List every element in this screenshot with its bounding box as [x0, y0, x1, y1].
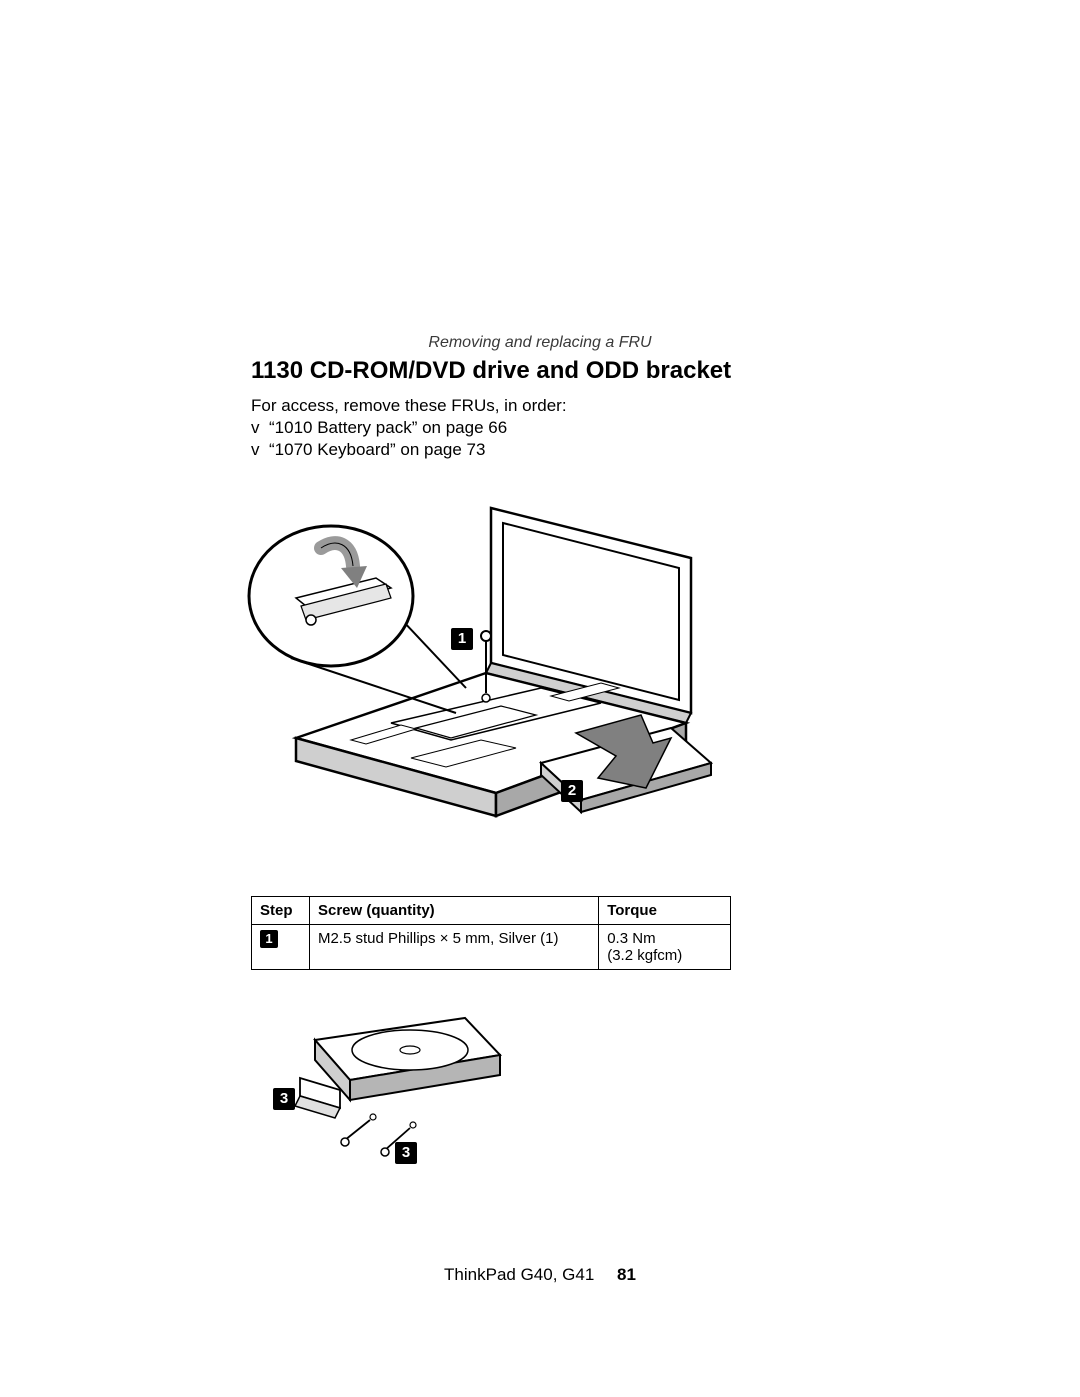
bullet-marker: v: [251, 418, 269, 438]
content-area: 1130 CD-ROM/DVD drive and ODD bracket Fo…: [251, 356, 829, 1170]
th-screw: Screw (quantity): [309, 897, 598, 925]
td-step: 1: [252, 925, 310, 970]
page-footer: ThinkPad G40, G41 81: [0, 1265, 1080, 1285]
table-row: 1 M2.5 stud Phillips × 5 mm, Silver (1) …: [252, 925, 731, 970]
laptop-illustration: [241, 488, 721, 878]
page: Removing and replacing a FRU 1130 CD-ROM…: [0, 0, 1080, 1397]
callout-1: 1: [451, 628, 473, 650]
drive-illustration: [245, 1000, 505, 1170]
torque-line2: (3.2 kgfcm): [607, 947, 682, 964]
callout-3b: 3: [395, 1142, 417, 1164]
bullet-2-text: “1070 Keyboard” on page 73: [269, 440, 485, 459]
footer-page-number: 81: [617, 1265, 636, 1284]
step-badge: 1: [260, 930, 278, 948]
bullet-1-text: “1010 Battery pack” on page 66: [269, 418, 507, 437]
section-title: 1130 CD-ROM/DVD drive and ODD bracket: [251, 356, 829, 386]
callout-2: 2: [561, 780, 583, 802]
bullet-2: v“1070 Keyboard” on page 73: [251, 440, 829, 460]
intro-text: For access, remove these FRUs, in order:: [251, 396, 829, 416]
bullet-1: v“1010 Battery pack” on page 66: [251, 418, 829, 438]
th-step: Step: [252, 897, 310, 925]
running-head: Removing and replacing a FRU: [0, 334, 1080, 352]
table-header-row: Step Screw (quantity) Torque: [252, 897, 731, 925]
figure-laptop: 1 2: [241, 488, 721, 878]
td-screw: M2.5 stud Phillips × 5 mm, Silver (1): [309, 925, 598, 970]
figure-drive: 3 3: [245, 1000, 505, 1170]
screw-table: Step Screw (quantity) Torque 1 M2.5 stud…: [251, 896, 731, 970]
callout-3a: 3: [273, 1088, 295, 1110]
th-torque: Torque: [599, 897, 731, 925]
footer-model: ThinkPad G40, G41: [444, 1265, 594, 1284]
td-torque: 0.3 Nm (3.2 kgfcm): [599, 925, 731, 970]
bullet-marker: v: [251, 440, 269, 460]
torque-line1: 0.3 Nm: [607, 930, 655, 947]
